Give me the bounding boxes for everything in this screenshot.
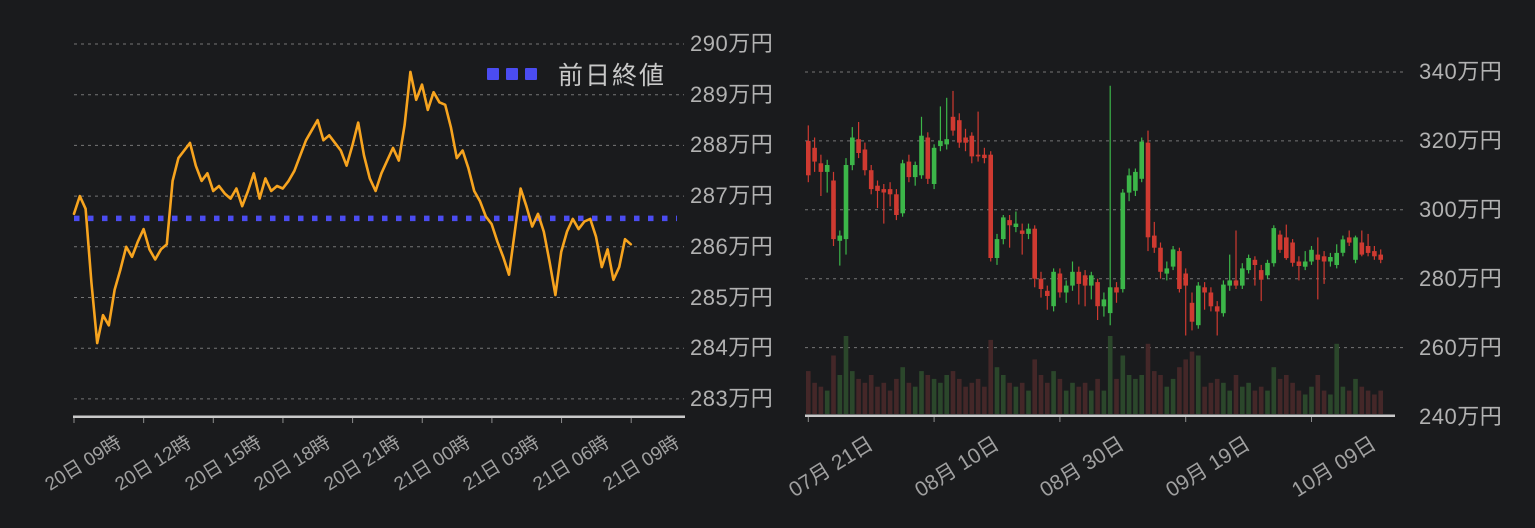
- y-axis-label: 340万円: [1419, 59, 1503, 84]
- y-axis-label: 260万円: [1419, 334, 1503, 360]
- y-axis-label: 283万円: [690, 385, 774, 411]
- y-axis-label: 280万円: [1419, 265, 1503, 291]
- candles: [806, 85, 1383, 336]
- previous-close-legend[interactable]: 前日終値: [487, 56, 666, 92]
- y-axis-label: 300万円: [1419, 196, 1503, 222]
- daily-candlestick-chart[interactable]: [805, 71, 1407, 422]
- y-axis-label: 286万円: [690, 233, 774, 259]
- legend-dotted-marker: [506, 68, 518, 80]
- y-axis-label: 285万円: [690, 284, 774, 310]
- volume-bars: [806, 336, 1383, 414]
- intraday-line-chart[interactable]: [72, 43, 685, 423]
- y-axis-label: 288万円: [690, 132, 774, 158]
- y-axis-label: 284万円: [690, 335, 774, 361]
- y-axis-label: 289万円: [690, 81, 774, 107]
- legend-dotted-marker: [487, 68, 499, 80]
- y-axis-label: 320万円: [1419, 127, 1503, 153]
- legend-label: 前日終値: [558, 62, 667, 90]
- y-axis-label: 290万円: [690, 31, 774, 56]
- y-axis-label: 240万円: [1419, 403, 1503, 429]
- y-axis-label: 287万円: [690, 183, 774, 209]
- legend-dotted-marker: [525, 68, 537, 80]
